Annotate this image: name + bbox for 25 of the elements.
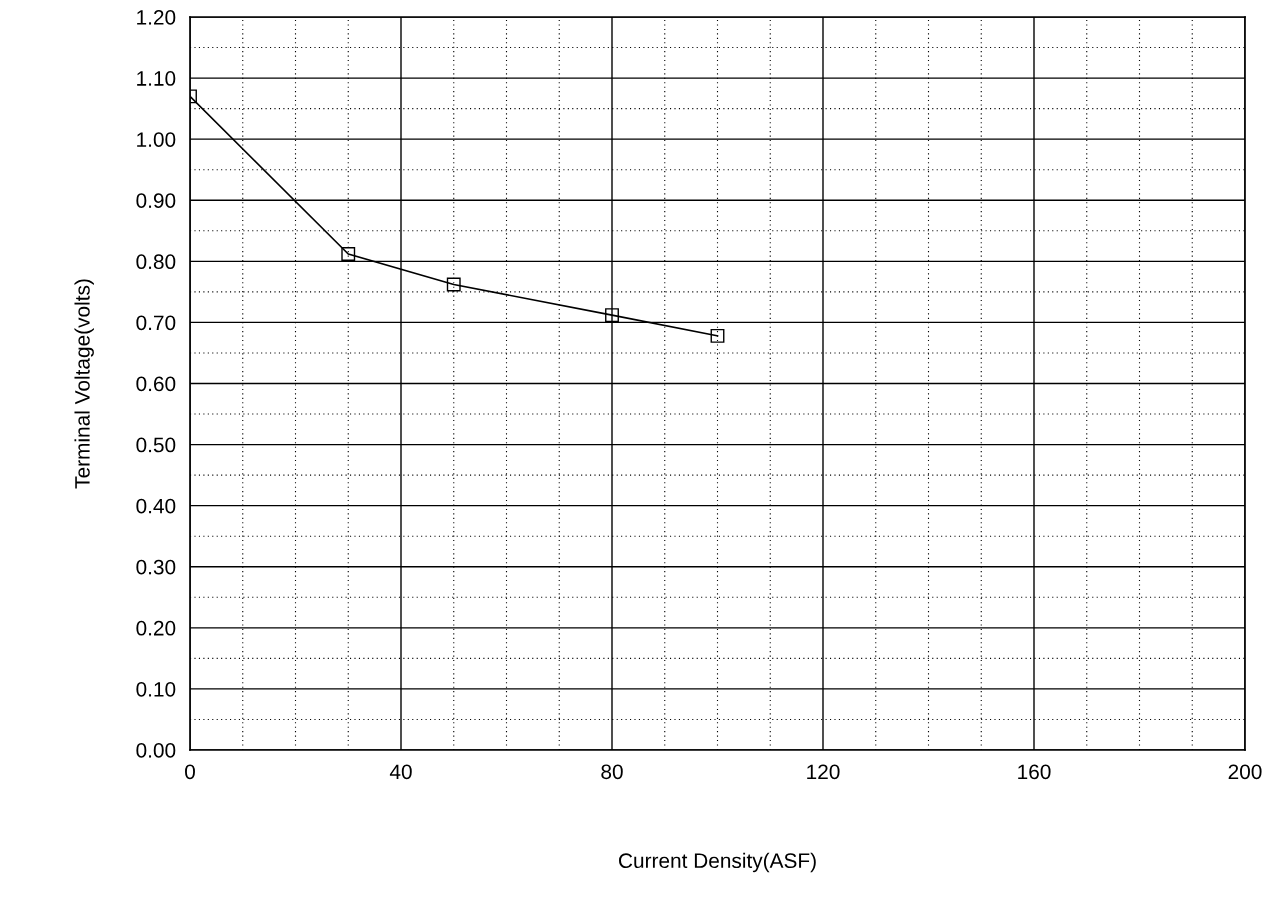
x-tick-label: 80 xyxy=(601,764,623,780)
point xyxy=(605,308,619,323)
y-tick-label: 0.00 xyxy=(136,743,176,758)
x-axis-title: Current Density(ASF) xyxy=(619,852,816,873)
y-tick-label: 1.20 xyxy=(137,10,176,25)
y-tick-label: 0.60 xyxy=(136,376,176,392)
y-tick-label: 0.80 xyxy=(136,254,176,270)
point xyxy=(341,247,356,261)
x-tick-label: 160 xyxy=(1018,764,1051,780)
y-tick-label: 1.00 xyxy=(137,132,176,147)
y-tick-label: 0.20 xyxy=(136,620,176,636)
x-tick-label: 200 xyxy=(1228,764,1262,780)
y-tick-label: 0.90 xyxy=(136,193,176,208)
x-tick-label: 120 xyxy=(807,764,840,780)
y-tick-label: 0.40 xyxy=(136,498,176,514)
y-axis-title: Terminal Voltage(volts) xyxy=(74,279,94,489)
point xyxy=(446,277,461,292)
point xyxy=(710,328,725,343)
x-tick-label: 0 xyxy=(185,764,195,780)
y-tick-label: 0.70 xyxy=(136,315,176,331)
y-tick-label: 0.50 xyxy=(136,437,176,453)
x-tick-label: 40 xyxy=(389,764,412,780)
y-tick-label: 1.10 xyxy=(137,71,176,86)
y-tick-label: 0.10 xyxy=(136,681,176,697)
y-tick-label: 0.30 xyxy=(136,559,176,575)
